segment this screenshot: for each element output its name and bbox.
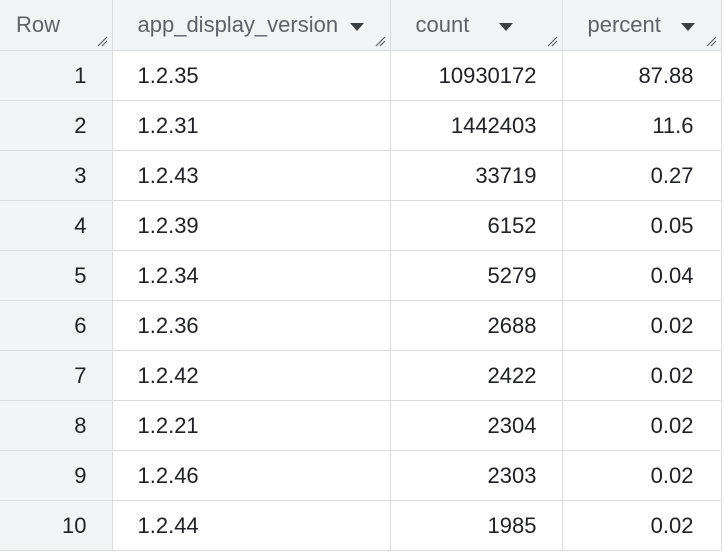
column-header-label: count bbox=[415, 12, 470, 37]
percent-cell[interactable]: 0.02 bbox=[562, 500, 722, 551]
percent-cell[interactable]: 11.6 bbox=[562, 100, 722, 151]
app-display-version-cell[interactable]: 1.2.42 bbox=[112, 350, 391, 401]
row-number-cell: 1 bbox=[0, 50, 113, 101]
column-resize-icon[interactable] bbox=[374, 35, 386, 47]
app-display-version-cell[interactable]: 1.2.46 bbox=[112, 450, 391, 501]
app-display-version-cell[interactable]: 1.2.21 bbox=[112, 400, 391, 451]
percent-cell[interactable]: 0.02 bbox=[562, 350, 722, 401]
row-number-cell: 3 bbox=[0, 150, 113, 201]
count-cell[interactable]: 1442403 bbox=[390, 100, 563, 151]
table-row[interactable]: 5 1.2.34 5279 0.04 bbox=[0, 250, 722, 301]
percent-cell[interactable]: 0.02 bbox=[562, 450, 722, 501]
table-row[interactable]: 3 1.2.43 33719 0.27 bbox=[0, 150, 722, 201]
column-resize-icon[interactable] bbox=[705, 35, 717, 47]
column-resize-icon[interactable] bbox=[546, 35, 558, 47]
percent-cell[interactable]: 87.88 bbox=[562, 50, 722, 101]
row-number-cell: 6 bbox=[0, 300, 113, 351]
sort-arrow-down-icon[interactable] bbox=[680, 22, 695, 31]
percent-cell[interactable]: 0.04 bbox=[562, 250, 722, 301]
app-display-version-cell[interactable]: 1.2.34 bbox=[112, 250, 391, 301]
table-row[interactable]: 4 1.2.39 6152 0.05 bbox=[0, 200, 722, 251]
count-cell[interactable]: 1985 bbox=[390, 500, 563, 551]
table-row[interactable]: 6 1.2.36 2688 0.02 bbox=[0, 300, 722, 351]
table-row[interactable]: 9 1.2.46 2303 0.02 bbox=[0, 450, 722, 501]
row-number-cell: 9 bbox=[0, 450, 113, 501]
row-number-cell: 7 bbox=[0, 350, 113, 401]
count-cell[interactable]: 2688 bbox=[390, 300, 563, 351]
column-header-label: Row bbox=[16, 12, 61, 37]
percent-cell[interactable]: 0.02 bbox=[562, 300, 722, 351]
column-header-count[interactable]: count bbox=[390, 0, 563, 51]
row-number-cell: 2 bbox=[0, 100, 113, 151]
app-display-version-cell[interactable]: 1.2.35 bbox=[112, 50, 391, 101]
column-header-app-display-version[interactable]: app_display_version bbox=[112, 0, 391, 51]
table-row[interactable]: 10 1.2.44 1985 0.02 bbox=[0, 500, 722, 551]
column-header-label: percent bbox=[587, 12, 661, 37]
sort-arrow-down-icon[interactable] bbox=[499, 22, 514, 31]
table-row[interactable]: 2 1.2.31 1442403 11.6 bbox=[0, 100, 722, 151]
app-display-version-cell[interactable]: 1.2.43 bbox=[112, 150, 391, 201]
app-display-version-cell[interactable]: 1.2.39 bbox=[112, 200, 391, 251]
row-number-cell: 5 bbox=[0, 250, 113, 301]
row-number-cell: 4 bbox=[0, 200, 113, 251]
count-cell[interactable]: 2304 bbox=[390, 400, 563, 451]
count-cell[interactable]: 33719 bbox=[390, 150, 563, 201]
row-number-cell: 8 bbox=[0, 400, 113, 451]
table-header-row: Row app_display_version bbox=[0, 0, 722, 51]
percent-cell[interactable]: 0.02 bbox=[562, 400, 722, 451]
row-number-cell: 10 bbox=[0, 500, 113, 551]
column-resize-icon[interactable] bbox=[96, 35, 108, 47]
app-display-version-cell[interactable]: 1.2.31 bbox=[112, 100, 391, 151]
app-display-version-cell[interactable]: 1.2.44 bbox=[112, 500, 391, 551]
sort-arrow-down-icon[interactable] bbox=[350, 22, 365, 31]
app-display-version-cell[interactable]: 1.2.36 bbox=[112, 300, 391, 351]
table-row[interactable]: 8 1.2.21 2304 0.02 bbox=[0, 400, 722, 451]
count-cell[interactable]: 5279 bbox=[390, 250, 563, 301]
percent-cell[interactable]: 0.05 bbox=[562, 200, 722, 251]
count-cell[interactable]: 2303 bbox=[390, 450, 563, 501]
count-cell[interactable]: 6152 bbox=[390, 200, 563, 251]
column-header-row: Row bbox=[0, 0, 113, 51]
column-header-percent[interactable]: percent bbox=[562, 0, 722, 51]
count-cell[interactable]: 2422 bbox=[390, 350, 563, 401]
percent-cell[interactable]: 0.27 bbox=[562, 150, 722, 201]
table-row[interactable]: 7 1.2.42 2422 0.02 bbox=[0, 350, 722, 401]
column-header-label: app_display_version bbox=[137, 12, 339, 37]
count-cell[interactable]: 10930172 bbox=[390, 50, 563, 101]
table-row[interactable]: 1 1.2.35 10930172 87.88 bbox=[0, 50, 722, 101]
